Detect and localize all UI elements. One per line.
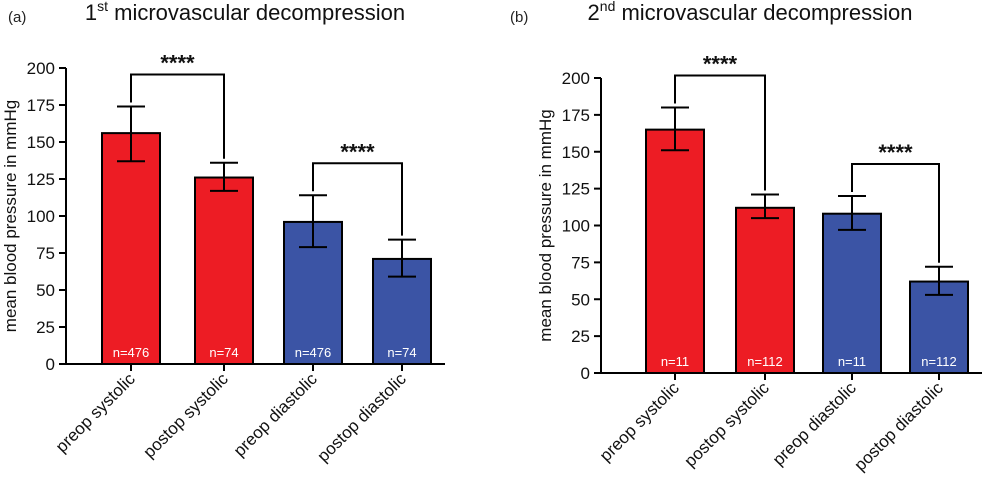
- bar-preop-systolic: [645, 128, 705, 374]
- y-tick-label: 175: [27, 96, 55, 115]
- n-label: n=112: [921, 354, 957, 369]
- y-tick-label: 50: [571, 290, 590, 309]
- significance-bracket: [312, 162, 403, 236]
- x-tick-label: preop systolic: [52, 369, 139, 456]
- significance-label: ****: [160, 50, 195, 75]
- y-tick-label: 150: [562, 143, 590, 162]
- panel-label: (a): [8, 9, 26, 26]
- n-label: n=476: [113, 345, 150, 360]
- significance-bracket: [130, 73, 225, 159]
- n-label: n=74: [209, 345, 238, 360]
- significance-label: ****: [340, 139, 375, 164]
- y-axis-label: mean blood pressure in mmHg: [536, 109, 555, 341]
- n-label: n=112: [747, 354, 783, 369]
- n-label: n=476: [295, 345, 332, 360]
- x-tick-label: preop diastolic: [230, 369, 321, 460]
- x-tick-label: preop systolic: [596, 378, 683, 465]
- x-tick-label: postop diastolic: [314, 369, 411, 466]
- y-tick-label: 200: [562, 69, 590, 88]
- bar-postop-systolic: [735, 206, 795, 374]
- bar-preop-diastolic: [822, 212, 882, 374]
- x-tick-label: postop systolic: [140, 369, 233, 462]
- n-label: n=11: [661, 354, 689, 369]
- y-axis-label: mean blood pressure in mmHg: [1, 100, 20, 332]
- x-tick-label: preop diastolic: [769, 378, 860, 469]
- y-tick-label: 75: [36, 244, 55, 263]
- y-tick-label: 50: [36, 281, 55, 300]
- significance-label: ****: [703, 52, 738, 77]
- y-tick-label: 0: [46, 355, 55, 374]
- bar-preop-systolic: [101, 132, 161, 365]
- chart-panel-a: (a) 1st microvascular decompression mean b…: [1, 0, 445, 466]
- y-tick-label: 100: [27, 207, 55, 226]
- y-tick-label: 200: [27, 59, 55, 78]
- y-tick-label: 150: [27, 133, 55, 152]
- x-tick-label: postop diastolic: [851, 378, 948, 475]
- chart-panel-b: (b) 2nd microvascular decompression mean b…: [510, 0, 982, 475]
- x-tick-label: postop systolic: [681, 378, 774, 471]
- significance-bracket: [674, 74, 766, 191]
- y-tick-label: 0: [581, 364, 590, 383]
- panel-label: (b): [510, 9, 528, 26]
- y-tick-label: 100: [562, 217, 590, 236]
- y-tick-label: 75: [571, 253, 590, 272]
- y-tick-label: 125: [562, 180, 590, 199]
- significance-label: ****: [878, 140, 913, 165]
- y-tick-label: 25: [36, 318, 55, 337]
- significance-bracket: [851, 163, 940, 263]
- n-label: n=74: [387, 345, 416, 360]
- y-tick-label: 25: [571, 327, 590, 346]
- bar-postop-systolic: [194, 176, 254, 365]
- chart-title: 1st microvascular decompression: [85, 0, 405, 25]
- n-label: n=11: [838, 354, 866, 369]
- y-tick-label: 125: [27, 170, 55, 189]
- y-tick-label: 175: [562, 106, 590, 125]
- chart-title: 2nd microvascular decompression: [588, 0, 913, 25]
